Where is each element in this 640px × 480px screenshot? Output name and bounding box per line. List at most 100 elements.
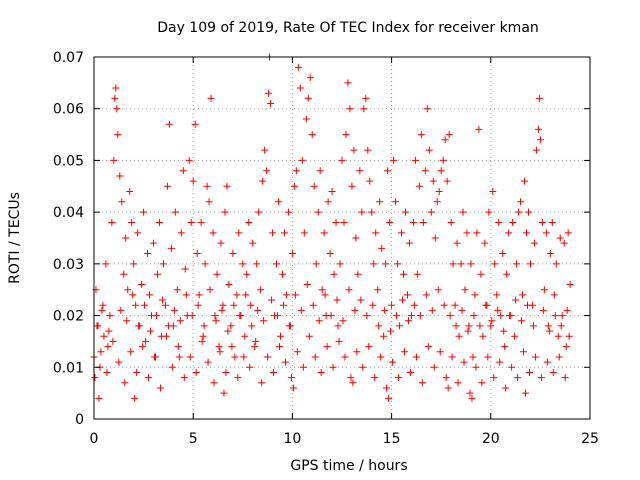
data-point	[493, 291, 501, 299]
data-point	[131, 394, 139, 402]
data-point	[476, 322, 484, 330]
data-point	[273, 260, 281, 268]
data-point	[176, 317, 184, 325]
data-point	[267, 100, 275, 108]
data-point	[260, 317, 268, 325]
data-point	[416, 312, 424, 320]
data-point	[442, 374, 450, 382]
data-point	[565, 332, 573, 340]
data-point	[285, 322, 293, 330]
data-point	[413, 270, 421, 278]
data-point	[422, 291, 430, 299]
data-point	[167, 244, 175, 252]
x-tick-label: 20	[482, 431, 500, 447]
data-point	[114, 131, 122, 139]
data-point	[328, 187, 336, 195]
data-point	[112, 84, 120, 92]
data-point	[222, 368, 230, 376]
data-point	[490, 374, 498, 382]
data-point	[558, 312, 566, 320]
data-point	[189, 177, 197, 185]
data-point	[113, 105, 121, 113]
data-point	[560, 239, 568, 247]
data-point	[323, 343, 331, 351]
data-point	[155, 218, 163, 226]
data-point	[270, 368, 278, 376]
data-point	[139, 343, 147, 351]
data-point	[395, 374, 403, 382]
data-point	[501, 343, 509, 351]
data-point	[453, 239, 461, 247]
data-point	[433, 198, 441, 206]
data-point	[217, 239, 225, 247]
data-point	[163, 182, 171, 190]
data-point	[403, 291, 411, 299]
data-point	[204, 358, 212, 366]
data-point	[491, 260, 499, 268]
data-point	[535, 94, 543, 102]
data-point	[338, 156, 346, 164]
data-point	[134, 229, 142, 237]
data-point	[333, 296, 341, 304]
x-tick-label: 0	[90, 431, 99, 447]
data-point	[321, 291, 329, 299]
data-point	[231, 353, 239, 361]
data-point	[506, 312, 514, 320]
data-point	[400, 348, 408, 356]
data-point	[243, 270, 251, 278]
data-point	[512, 296, 520, 304]
data-point	[383, 384, 391, 392]
data-point	[298, 156, 306, 164]
data-point	[280, 229, 288, 237]
data-point	[278, 270, 286, 278]
data-point	[317, 368, 325, 376]
data-point	[358, 208, 366, 216]
data-point	[410, 301, 418, 309]
data-point	[100, 332, 108, 340]
data-point	[258, 379, 266, 387]
data-point	[563, 306, 571, 314]
data-point	[400, 270, 408, 278]
data-point	[150, 239, 158, 247]
data-point	[534, 125, 542, 133]
data-point	[175, 353, 183, 361]
data-point	[394, 260, 402, 268]
data-point	[524, 301, 532, 309]
data-point	[356, 167, 364, 175]
data-point	[382, 260, 390, 268]
data-point	[128, 218, 136, 226]
data-point	[409, 218, 417, 226]
data-point	[392, 198, 400, 206]
data-point	[121, 379, 129, 387]
data-point	[290, 182, 298, 190]
data-point	[340, 218, 348, 226]
data-point	[210, 379, 218, 387]
x-tick-label: 25	[581, 431, 599, 447]
data-point	[477, 270, 485, 278]
data-point	[294, 63, 302, 71]
data-point	[170, 306, 178, 314]
data-point	[156, 384, 164, 392]
data-point	[525, 368, 533, 376]
data-point	[489, 187, 497, 195]
data-point	[274, 312, 282, 320]
data-point	[251, 343, 259, 351]
data-point	[522, 389, 530, 397]
data-point	[228, 343, 236, 351]
data-point	[276, 343, 284, 351]
data-point	[314, 208, 322, 216]
data-point	[177, 229, 185, 237]
data-point	[546, 250, 554, 258]
data-point	[478, 379, 486, 387]
data-point	[517, 198, 525, 206]
data-point	[562, 343, 570, 351]
data-point	[554, 332, 562, 340]
data-point	[519, 291, 527, 299]
data-point	[377, 353, 385, 361]
data-point	[538, 218, 546, 226]
data-point	[206, 286, 214, 294]
data-point	[436, 348, 444, 356]
data-point	[479, 332, 487, 340]
data-point	[405, 239, 413, 247]
data-point	[481, 239, 489, 247]
